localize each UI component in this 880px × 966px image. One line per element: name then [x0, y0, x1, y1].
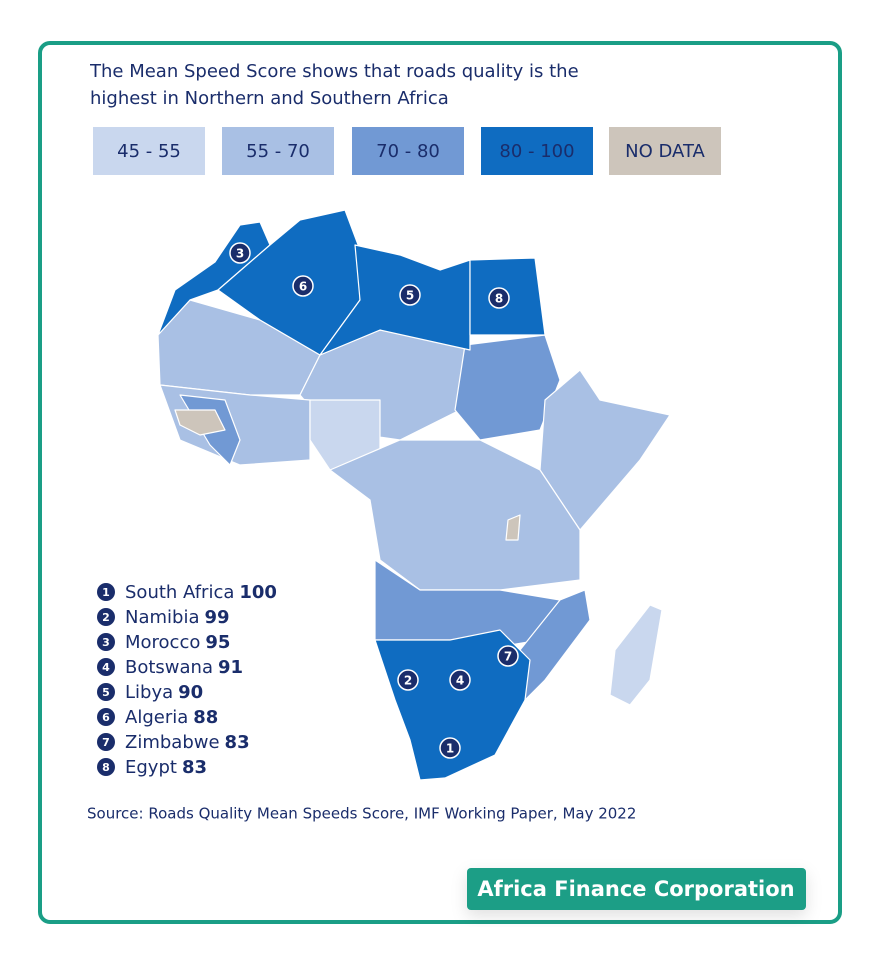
map-marker: [439, 737, 461, 759]
map-marker-label: 7: [504, 650, 512, 664]
rank-entry: Zimbabwe 83: [125, 732, 250, 753]
brand: Africa Finance Corporation: [477, 877, 794, 901]
map-marker: [292, 275, 314, 297]
score: 90: [178, 682, 203, 703]
rank-number: 5: [102, 686, 110, 699]
legend-swatch: [93, 127, 205, 175]
rank-entry: Algeria 88: [125, 707, 218, 728]
score: 83: [182, 757, 207, 778]
map-marker-label: 8: [495, 292, 503, 306]
rank-number: 4: [102, 661, 110, 674]
rank-entry: Libya 90: [125, 682, 203, 703]
legend-label: 55 - 70: [246, 141, 310, 162]
score: 88: [193, 707, 218, 728]
rank-icon: [97, 733, 115, 751]
rank-number: 7: [102, 736, 110, 749]
region: [329, 439, 581, 591]
rank-icon: [97, 608, 115, 626]
score: 99: [205, 607, 230, 628]
map-marker: [229, 242, 251, 264]
rank-icon: [97, 633, 115, 651]
map-marker: [497, 645, 519, 667]
region: [374, 629, 531, 781]
country: Botswana: [125, 657, 213, 678]
legend-swatch: [481, 127, 593, 175]
legend-label: NO DATA: [625, 141, 705, 162]
map-marker-label: 3: [236, 247, 244, 261]
rank-number: 6: [102, 711, 110, 724]
rank-entry: Botswana 91: [125, 657, 243, 678]
score: 91: [218, 657, 243, 678]
legend-label: 70 - 80: [376, 141, 440, 162]
country: Algeria: [125, 707, 188, 728]
rank-number: 1: [102, 586, 110, 599]
legend-swatch: [352, 127, 464, 175]
country: Libya: [125, 682, 173, 703]
country: Morocco: [125, 632, 200, 653]
country: Egypt: [125, 757, 177, 778]
legend-swatch: [222, 127, 334, 175]
score: 83: [225, 732, 250, 753]
map-marker: [399, 284, 421, 306]
map-marker-label: 1: [446, 742, 454, 756]
rank-entry: South Africa 100: [125, 582, 277, 603]
score: 100: [239, 582, 277, 603]
ranking-list: 1 South Africa 100 2 Namibia 99 3 Morocco 95 4 Bot…: [97, 582, 277, 778]
score: 95: [205, 632, 230, 653]
rank-icon: [97, 583, 115, 601]
rank-entry: Morocco 95: [125, 632, 230, 653]
map-marker: [488, 287, 510, 309]
country: Namibia: [125, 607, 200, 628]
title: The Mean Speed Score shows that roads qu…: [90, 61, 579, 109]
region: [505, 514, 521, 541]
country: South Africa: [125, 582, 234, 603]
rank-icon: [97, 758, 115, 776]
rank-number: 8: [102, 761, 110, 774]
rank-number: 2: [102, 611, 110, 624]
map-marker: [397, 669, 419, 691]
legend-swatch: [609, 127, 721, 175]
rank-number: 3: [102, 636, 110, 649]
map: [157, 209, 671, 781]
legend: 45 - 55 55 - 70 70 - 80 80 - 100 NO DATA: [93, 127, 721, 175]
country: Zimbabwe: [125, 732, 220, 753]
legend-label: 80 - 100: [499, 141, 574, 162]
map-markers: 1 2 3 4 5 6 7 8: [229, 242, 519, 759]
source: Source: Roads Quality Mean Speeds Score,…: [87, 805, 636, 823]
rank-entry: Egypt 83: [125, 757, 207, 778]
rank-icon: [97, 708, 115, 726]
rank-icon: [97, 658, 115, 676]
title-box: The Mean Speed Score shows that roads qu…: [90, 61, 579, 109]
map-marker-label: 6: [299, 280, 307, 294]
map-marker-label: 4: [456, 674, 464, 688]
rank-icon: [97, 683, 115, 701]
map-marker-label: 5: [406, 289, 414, 303]
brand-badge: [467, 868, 806, 910]
region: [609, 604, 663, 706]
map-marker: [449, 669, 471, 691]
map-marker-label: 2: [404, 674, 412, 688]
rank-entry: Namibia 99: [125, 607, 230, 628]
legend-label: 45 - 55: [117, 141, 181, 162]
region: [174, 409, 226, 436]
region: [319, 244, 471, 356]
